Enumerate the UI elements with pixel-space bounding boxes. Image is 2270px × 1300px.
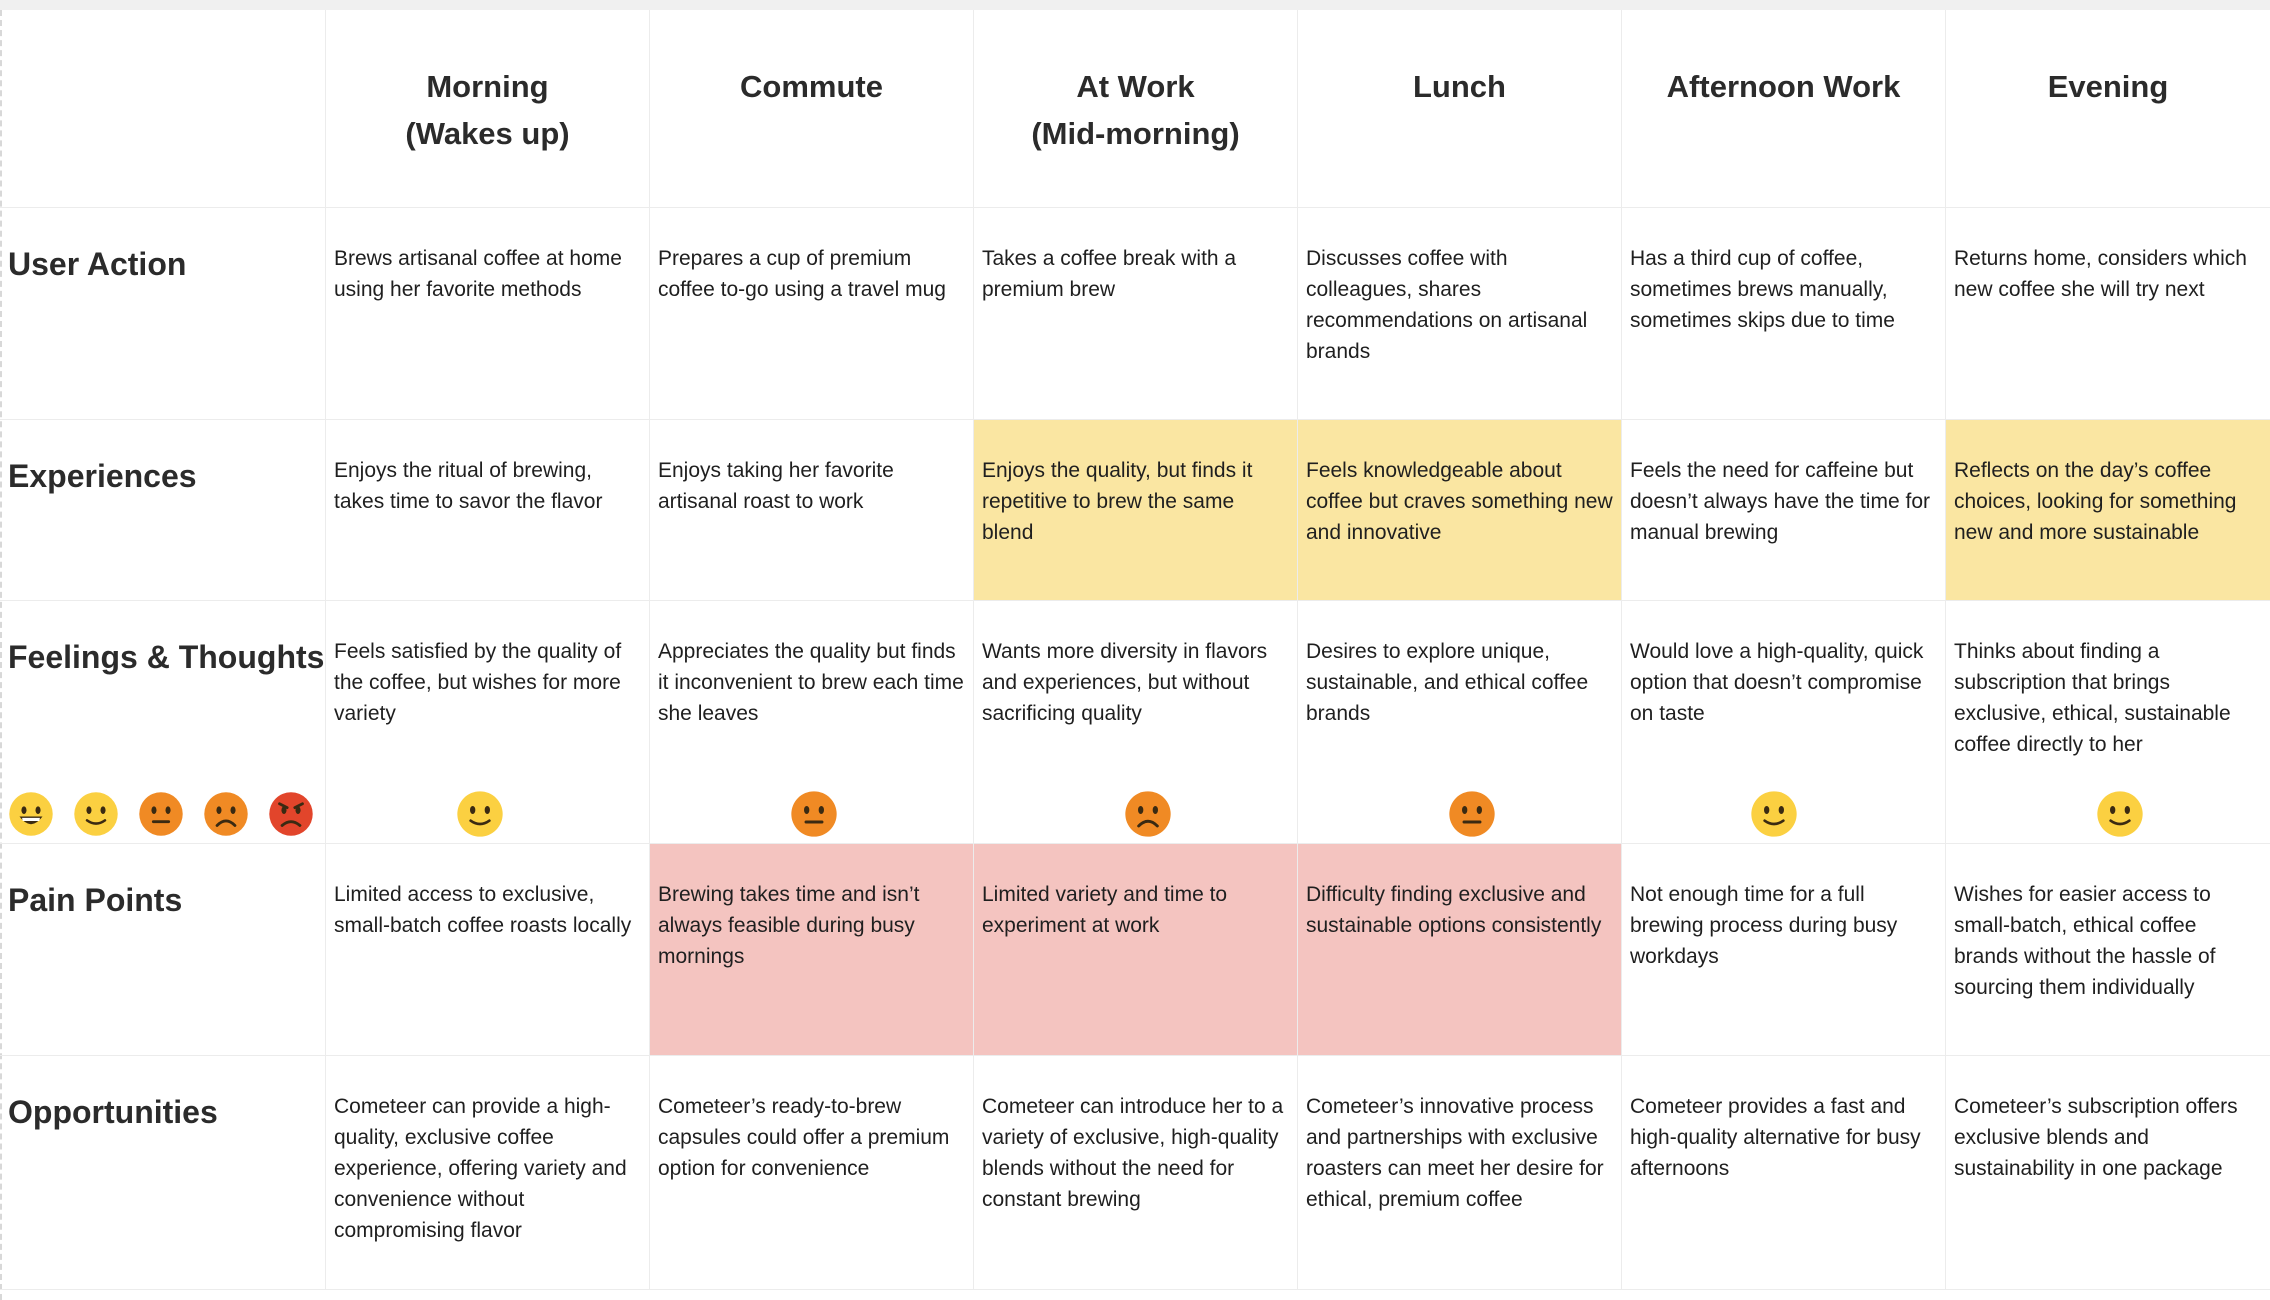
user-action-cell-4: Discusses coffee with colleagues, shares… (1298, 208, 1622, 420)
opportunities-text: Cometeer can introduce her to a variety … (982, 1095, 1284, 1211)
feelings-thoughts-cell-1: Feels satisfied by the quality of the co… (326, 601, 650, 844)
row-label-user-action: User Action (0, 208, 326, 420)
feelings-thoughts-text: Thinks about finding a subscription that… (1954, 640, 2231, 756)
feelings-thoughts-cell-5: Would love a high-quality, quick option … (1622, 601, 1946, 844)
user-action-text: Discusses coffee with colleagues, shares… (1306, 247, 1588, 363)
opportunities-cell-3: Cometeer can introduce her to a variety … (974, 1056, 1298, 1290)
experiences-cell-2: Enjoys taking her favorite artisanal roa… (650, 420, 974, 601)
opportunities-cell-6: Cometeer’s subscription offers exclusive… (1946, 1056, 2270, 1290)
row-label-experiences: Experiences (0, 420, 326, 601)
feelings-thoughts-cell-6: Thinks about finding a subscription that… (1946, 601, 2270, 844)
header-corner (0, 10, 326, 208)
experiences-text: Enjoys taking her favorite artisanal roa… (658, 459, 894, 513)
pain-points-cell-2: Brewing takes time and isn’t always feas… (650, 844, 974, 1056)
column-header-3: At Work (Mid-morning) (974, 10, 1298, 208)
pain-points-cell-5: Not enough time for a full brewing proce… (1622, 844, 1946, 1056)
column-header-1: Morning (Wakes up) (326, 10, 650, 208)
column-header-2: Commute (650, 10, 974, 208)
feelings-thoughts-text: Appreciates the quality but finds it inc… (658, 640, 964, 725)
pain-points-cell-3: Limited variety and time to experiment a… (974, 844, 1298, 1056)
mood-scale (8, 791, 314, 843)
row-label-text: User Action (8, 246, 187, 282)
pain-points-text: Wishes for easier access to small-batch,… (1954, 883, 2216, 999)
column-header-4: Lunch (1298, 10, 1622, 208)
user-action-cell-3: Takes a coffee break with a premium brew (974, 208, 1298, 420)
column-header-6: Evening (1946, 10, 2270, 208)
pain-points-cell-6: Wishes for easier access to small-batch,… (1946, 844, 2270, 1056)
user-action-cell-5: Has a third cup of coffee, sometimes bre… (1622, 208, 1946, 420)
opportunities-text: Cometeer’s innovative process and partne… (1306, 1095, 1604, 1211)
feelings-thoughts-text: Feels satisfied by the quality of the co… (334, 640, 622, 725)
feelings-thoughts-text: Wants more diversity in flavors and expe… (982, 640, 1268, 725)
row-label-text: Experiences (8, 458, 197, 494)
top-bar (0, 0, 2270, 10)
row-label-text: Opportunities (8, 1094, 218, 1130)
experiences-cell-1: Enjoys the ritual of brewing, takes time… (326, 420, 650, 601)
grinning-face-icon (8, 791, 54, 843)
opportunities-cell-1: Cometeer can provide a high-quality, exc… (326, 1056, 650, 1290)
user-action-text: Brews artisanal coffee at home using her… (334, 247, 622, 301)
slightly-smiling-face-icon (1750, 790, 1798, 843)
opportunities-text: Cometeer’s ready-to-brew capsules could … (658, 1095, 950, 1180)
user-action-text: Prepares a cup of premium coffee to-go u… (658, 247, 946, 301)
frowning-face-icon (1124, 790, 1172, 843)
experiences-text: Reflects on the day’s coffee choices, lo… (1954, 459, 2237, 544)
opportunities-cell-2: Cometeer’s ready-to-brew capsules could … (650, 1056, 974, 1290)
slightly-smiling-face-icon (456, 790, 504, 843)
opportunities-text: Cometeer’s subscription offers exclusive… (1954, 1095, 2238, 1180)
row-label-text: Feelings & Thoughts (8, 639, 325, 675)
row-label-text: Pain Points (8, 882, 183, 918)
pain-points-text: Limited variety and time to experiment a… (982, 883, 1228, 937)
experiences-cell-4: Feels knowledgeable about coffee but cra… (1298, 420, 1622, 601)
experiences-text: Feels the need for caffeine but doesn’t … (1630, 459, 1930, 544)
experiences-cell-5: Feels the need for caffeine but doesn’t … (1622, 420, 1946, 601)
column-header-5: Afternoon Work (1622, 10, 1946, 208)
left-margin-rule (0, 10, 2, 1300)
neutral-face-icon (138, 791, 184, 843)
experiences-cell-6: Reflects on the day’s coffee choices, lo… (1946, 420, 2270, 601)
journey-map-grid: Morning (Wakes up) Commute At Work (Mid-mo… (0, 10, 2270, 1290)
row-label-pain-points: Pain Points (0, 844, 326, 1056)
opportunities-cell-5: Cometeer provides a fast and high-qualit… (1622, 1056, 1946, 1290)
user-action-text: Has a third cup of coffee, sometimes bre… (1630, 247, 1895, 332)
experiences-text: Feels knowledgeable about coffee but cra… (1306, 459, 1613, 544)
pain-points-cell-1: Limited access to exclusive, small-batch… (326, 844, 650, 1056)
feelings-thoughts-text: Would love a high-quality, quick option … (1630, 640, 1924, 725)
neutral-face-icon (790, 790, 838, 843)
user-action-text: Takes a coffee break with a premium brew (982, 247, 1237, 301)
user-action-cell-2: Prepares a cup of premium coffee to-go u… (650, 208, 974, 420)
user-action-cell-1: Brews artisanal coffee at home using her… (326, 208, 650, 420)
feelings-thoughts-cell-2: Appreciates the quality but finds it inc… (650, 601, 974, 844)
experiences-text: Enjoys the ritual of brewing, takes time… (334, 459, 603, 513)
opportunities-text: Cometeer can provide a high-quality, exc… (334, 1095, 627, 1242)
pain-points-cell-4: Difficulty finding exclusive and sustain… (1298, 844, 1622, 1056)
experiences-cell-3: Enjoys the quality, but finds it repetit… (974, 420, 1298, 601)
feelings-thoughts-text: Desires to explore unique, sustainable, … (1306, 640, 1589, 725)
feelings-thoughts-cell-4: Desires to explore unique, sustainable, … (1298, 601, 1622, 844)
pain-points-text: Brewing takes time and isn’t always feas… (658, 883, 920, 968)
row-label-feelings-thoughts: Feelings & Thoughts (0, 601, 326, 844)
user-action-cell-6: Returns home, considers which new coffee… (1946, 208, 2270, 420)
pain-points-text: Not enough time for a full brewing proce… (1630, 883, 1898, 968)
slightly-smiling-face-icon (73, 791, 119, 843)
pain-points-text: Limited access to exclusive, small-batch… (334, 883, 632, 937)
opportunities-text: Cometeer provides a fast and high-qualit… (1630, 1095, 1921, 1180)
neutral-face-icon (1448, 790, 1496, 843)
row-label-opportunities: Opportunities (0, 1056, 326, 1290)
angry-face-icon (268, 791, 314, 843)
frowning-face-icon (203, 791, 249, 843)
opportunities-cell-4: Cometeer’s innovative process and partne… (1298, 1056, 1622, 1290)
pain-points-text: Difficulty finding exclusive and sustain… (1306, 883, 1602, 937)
user-action-text: Returns home, considers which new coffee… (1954, 247, 2247, 301)
slightly-smiling-face-icon (2096, 790, 2144, 843)
experiences-text: Enjoys the quality, but finds it repetit… (982, 459, 1253, 544)
feelings-thoughts-cell-3: Wants more diversity in flavors and expe… (974, 601, 1298, 844)
